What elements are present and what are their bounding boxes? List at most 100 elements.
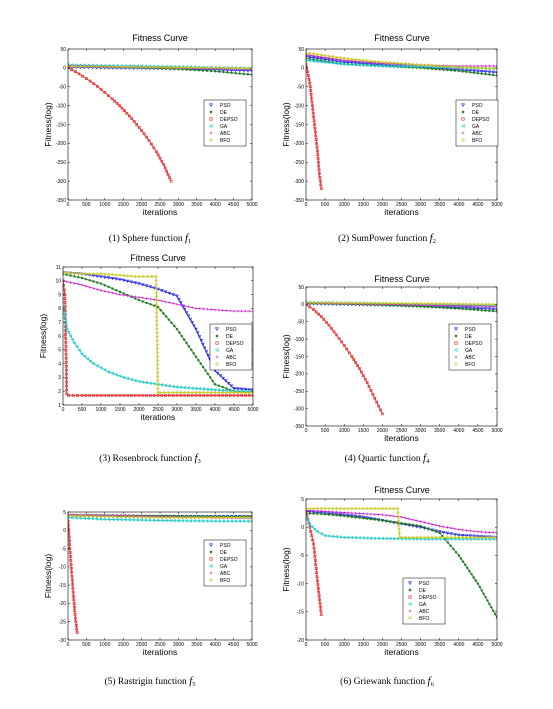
data-point-pso: [129, 280, 134, 284]
data-point-bfo: [118, 273, 122, 278]
legend-entry-bfo: BFO: [220, 138, 230, 144]
data-point-pso: [464, 534, 469, 538]
data-point-bfo: [395, 301, 400, 306]
data-point-abc: [183, 304, 186, 308]
legend-entry-ga: GA: [472, 124, 480, 130]
x-tick-label: 1500: [118, 642, 129, 648]
data-point-bfo: [233, 66, 238, 71]
data-point-ga: [80, 352, 84, 356]
data-point-de: [189, 68, 192, 72]
data-point-bfo: [308, 51, 312, 56]
data-point-de: [242, 72, 246, 76]
data-point-bfo: [103, 272, 107, 276]
x-tick-label: 2500: [154, 642, 165, 648]
data-point-de: [204, 369, 207, 372]
data-point-depso: [308, 525, 312, 529]
data-point-bfo: [380, 506, 385, 511]
data-point-depso: [319, 613, 323, 616]
data-point-de: [426, 527, 430, 531]
subplot-caption: (6) Griewank function f6: [340, 675, 434, 688]
data-point-depso: [322, 318, 326, 321]
data-point-bfo: [233, 515, 238, 520]
data-point-bfo: [68, 271, 73, 275]
legend-entry-depso: DEPSO: [220, 557, 238, 563]
data-point-ga: [330, 61, 335, 65]
data-point-ga: [334, 534, 338, 539]
data-point-bfo: [86, 514, 91, 518]
data-point-bfo: [148, 65, 152, 69]
data-point-ga: [63, 312, 66, 317]
data-point-depso: [64, 344, 68, 348]
series-markers-bfo: [68, 513, 252, 520]
x-tick-label: 5000: [246, 642, 257, 648]
data-point-bfo: [82, 64, 87, 69]
data-point-de: [217, 70, 221, 73]
data-point-ga: [330, 534, 335, 539]
data-point-depso: [99, 393, 103, 397]
data-point-bfo: [476, 535, 480, 540]
x-tick-label: 4000: [210, 642, 221, 648]
y-tick-label: -20: [297, 638, 304, 644]
data-point-abc: [488, 531, 491, 534]
data-point-bfo: [491, 302, 495, 307]
data-point-ga: [376, 63, 380, 68]
data-point-de: [423, 305, 426, 308]
data-point-de: [206, 372, 210, 376]
data-point-depso: [160, 159, 164, 163]
data-point-bfo: [483, 302, 488, 306]
data-point-de: [491, 309, 495, 313]
series-group: [68, 513, 252, 635]
data-point-bfo: [472, 65, 476, 70]
data-point-abc: [149, 297, 152, 301]
data-point-depso: [74, 624, 78, 627]
data-point-depso: [65, 372, 68, 376]
data-point-bfo: [396, 515, 400, 519]
y-tick-label: -350: [56, 198, 66, 204]
y-tick-label: 5: [58, 348, 61, 354]
data-point-depso: [166, 173, 170, 176]
y-tick-label: -350: [294, 198, 304, 204]
data-point-de: [423, 66, 426, 70]
y-tick-label: -100: [56, 103, 66, 109]
y-tick-label: -200: [294, 141, 304, 147]
x-tick-label: 2500: [396, 428, 407, 434]
data-point-bfo: [468, 302, 472, 306]
data-point-abc: [137, 296, 141, 299]
data-point-de: [335, 513, 338, 517]
data-point-ga: [194, 386, 198, 391]
data-point-depso: [311, 108, 315, 111]
data-point-pso: [204, 350, 209, 354]
x-tick-label: 4500: [228, 202, 239, 208]
legend-entry-pso: PSO: [226, 327, 237, 333]
data-point-ga: [82, 354, 87, 359]
data-point-depso: [68, 523, 70, 527]
data-point-de: [156, 305, 160, 309]
data-point-abc: [381, 513, 384, 517]
data-point-de: [238, 72, 242, 75]
data-point-bfo: [217, 66, 222, 70]
x-tick-label: 1500: [358, 642, 369, 648]
x-tick-label: 3000: [415, 202, 426, 208]
data-point-pso: [483, 70, 488, 74]
y-tick-label: 50: [298, 285, 304, 291]
data-point-de: [185, 341, 188, 345]
legend-marker-abc: [454, 355, 458, 359]
data-point-ga: [239, 389, 243, 394]
data-point-pso: [163, 290, 168, 294]
data-point-bfo: [388, 61, 392, 65]
data-point-depso: [154, 150, 158, 154]
series-line-depso: [63, 280, 253, 396]
data-point-depso: [325, 320, 328, 324]
data-point-ga: [171, 384, 175, 389]
data-point-de: [88, 278, 91, 282]
data-point-de: [107, 285, 110, 289]
x-tick-label: 5000: [491, 642, 502, 648]
data-point-bfo: [426, 63, 430, 68]
y-tick-label: -350: [294, 424, 304, 430]
series-group: [306, 51, 497, 191]
data-point-bfo: [491, 535, 495, 540]
data-point-de: [446, 541, 450, 544]
data-point-ga: [114, 372, 118, 377]
x-tick-label: 0: [305, 428, 308, 434]
